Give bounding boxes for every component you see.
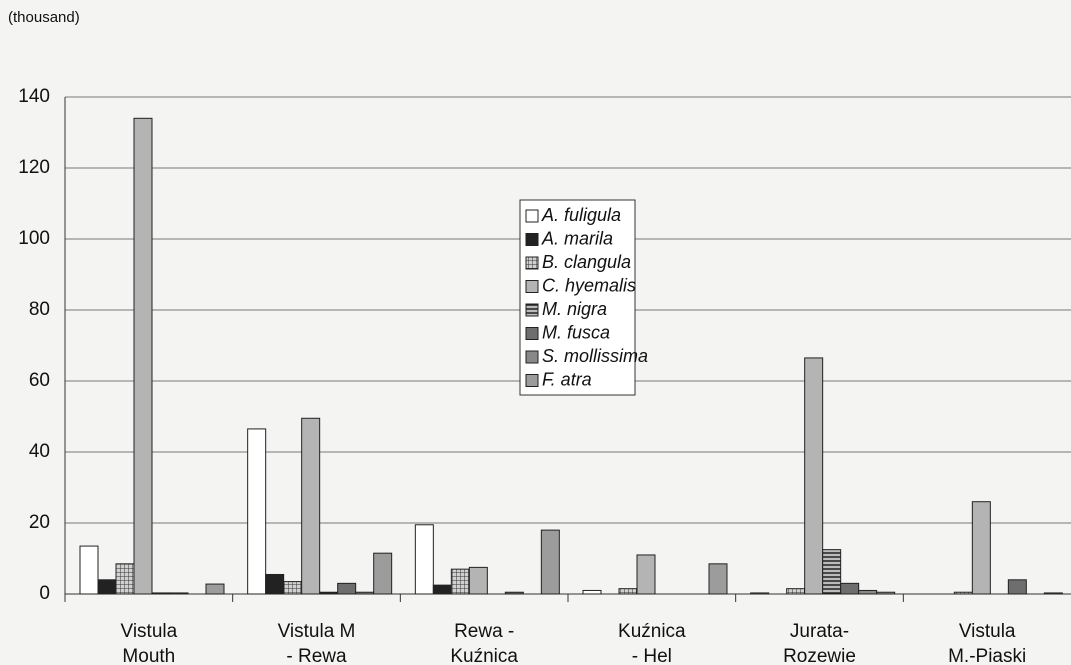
y-tick-label: 100	[18, 228, 50, 249]
bar	[540, 529, 560, 595]
bar	[876, 591, 896, 595]
y-tick-label: 120	[18, 157, 50, 178]
bar	[636, 554, 656, 595]
legend-label: M. nigra	[542, 299, 607, 319]
bar	[97, 579, 117, 595]
y-tick-label: 140	[18, 86, 50, 107]
x-tick-label: Vistula M	[278, 621, 356, 642]
x-tick-label: Vistula	[120, 621, 177, 642]
y-axis-label: (thousand)	[8, 9, 80, 26]
legend-swatch	[525, 280, 539, 293]
bar	[283, 581, 303, 595]
bar	[247, 428, 267, 595]
x-tick-label: - Hel	[632, 646, 672, 665]
bar	[708, 563, 728, 595]
bar	[169, 592, 189, 595]
x-tick-label: M.-Piaski	[948, 646, 1026, 665]
bar	[355, 591, 375, 595]
legend-label: B. clangula	[542, 252, 631, 272]
bar	[1007, 579, 1027, 595]
bar	[115, 563, 135, 595]
bar	[414, 524, 434, 595]
legend-swatch	[525, 327, 539, 340]
legend-label: S. mollissima	[542, 346, 648, 366]
x-tick-label: Rewa -	[454, 621, 514, 642]
bar	[301, 417, 321, 595]
legend-swatch	[525, 374, 539, 387]
bar	[151, 592, 171, 595]
legend-box	[519, 199, 636, 396]
legend-swatch	[525, 233, 539, 246]
legend-swatch	[525, 209, 539, 223]
bar	[971, 501, 991, 595]
bar	[133, 117, 153, 595]
bar	[504, 591, 524, 595]
bar	[337, 582, 357, 595]
legend: A. fuligula A. marila B. clangula C. hyemal…	[519, 199, 648, 396]
y-tick-label: 0	[39, 583, 50, 604]
bar	[953, 591, 973, 595]
bar	[468, 566, 488, 595]
bar	[804, 357, 824, 595]
legend-swatch	[525, 303, 539, 317]
x-tick-label: Rozewie	[783, 646, 856, 665]
bar	[840, 582, 860, 595]
bar	[432, 584, 452, 595]
x-tick-label: Kuźnica	[450, 646, 518, 665]
y-tick-label: 20	[29, 512, 50, 533]
legend-swatch	[525, 350, 539, 364]
bar	[618, 588, 638, 595]
bar	[450, 568, 470, 595]
legend-label: F. atra	[542, 369, 592, 389]
bar	[265, 573, 285, 595]
legend-swatch	[525, 256, 539, 270]
bar	[373, 552, 393, 595]
legend-label: C. hyemalis	[542, 275, 636, 295]
x-tick-label: Mouth	[122, 646, 175, 665]
y-tick-label: 60	[29, 370, 50, 391]
bar	[79, 545, 99, 595]
x-tick-label: - Rewa	[286, 646, 347, 665]
bar	[205, 583, 225, 595]
bar	[858, 589, 878, 595]
legend-label: M. fusca	[542, 322, 610, 342]
x-tick-label: Jurata-	[790, 621, 849, 642]
bar	[786, 588, 806, 595]
bar	[1043, 592, 1063, 595]
bar	[582, 589, 602, 595]
legend-label: A. fuligula	[541, 205, 621, 225]
bar	[822, 549, 842, 595]
bar	[750, 592, 770, 595]
x-tick-label: Vistula	[959, 621, 1016, 642]
legend-label: A. marila	[541, 228, 613, 248]
bar	[319, 591, 339, 595]
x-tick-label: Kuźnica	[618, 621, 686, 642]
y-tick-label: 80	[29, 299, 50, 320]
y-tick-label: 40	[29, 441, 50, 462]
